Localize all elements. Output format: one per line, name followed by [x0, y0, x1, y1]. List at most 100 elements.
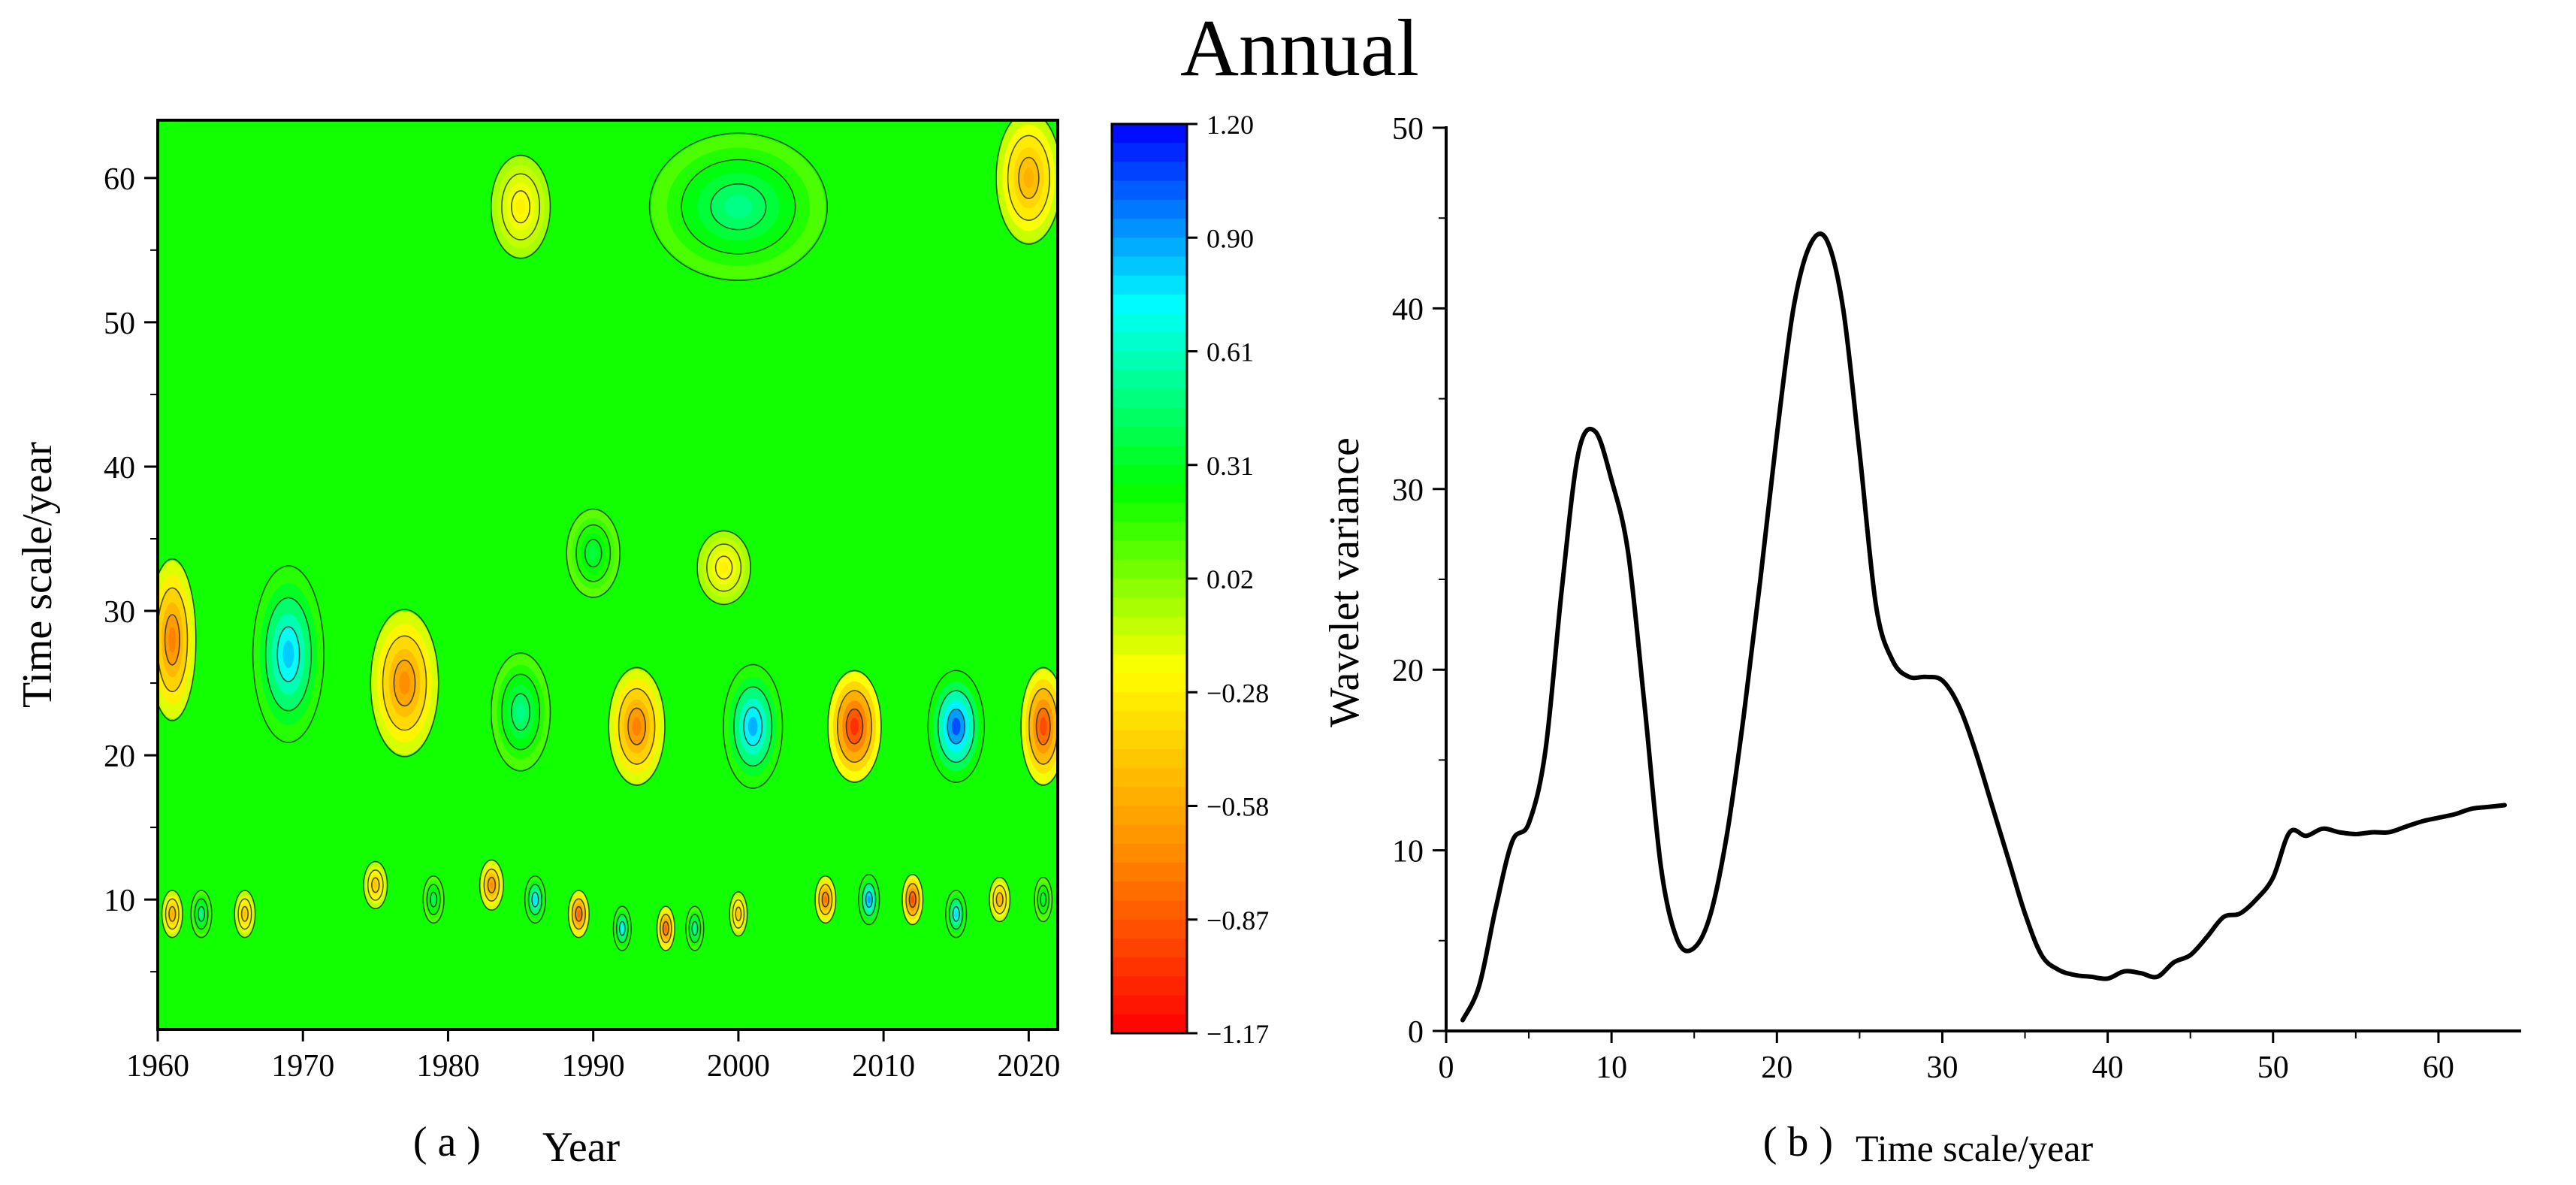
variance-y-ticks: 0 10 20 30 40 50	[1392, 112, 1446, 1050]
contour-line-4-2	[627, 707, 647, 745]
colorbar-band-22	[1112, 540, 1187, 561]
contour-line-23-1	[659, 913, 672, 944]
colorbar-tick-label-1: 0.90	[1206, 223, 1254, 253]
colorbar-band-36	[1112, 806, 1187, 826]
contour-line-20-1	[527, 884, 543, 916]
colorbar-band-33	[1112, 748, 1187, 769]
colorbar-band-37	[1112, 824, 1187, 845]
contour-line-26-0	[814, 875, 837, 924]
variance-x-tick-label-0: 0	[1439, 1050, 1454, 1085]
colorbar-band-6	[1112, 237, 1187, 258]
contour-line-5-0	[722, 664, 784, 789]
contour-line-8-0	[1020, 667, 1058, 786]
colorbar-band-9	[1112, 294, 1187, 314]
colorbar-tick-label-3: 0.31	[1206, 451, 1254, 481]
colorbar-band-24	[1112, 579, 1187, 598]
heatmap-cell-14-5	[171, 910, 174, 918]
heatmap-contour-lines	[158, 120, 1058, 951]
contour-line-16-2	[240, 905, 249, 922]
contour-line-29-2	[952, 905, 960, 922]
colorbar-band-8	[1112, 275, 1187, 295]
panel-b-line: 0 10 20 30 40 50 60 0 10 20 30 40 50 Wavelet varian…	[1321, 112, 2521, 1169]
colorbar-band-4	[1112, 199, 1187, 219]
heatmap-cell-28-5	[911, 895, 915, 904]
contour-line-2-1	[382, 635, 427, 731]
contour-line-16-1	[237, 898, 252, 930]
contour-line-15-1	[194, 898, 209, 930]
contour-line-3-2	[511, 693, 531, 731]
heatmap-cell-5-5	[748, 716, 758, 736]
heatmap-x-tick-label-2: 1980	[416, 1049, 479, 1084]
contour-line-1-0	[252, 565, 325, 743]
contour-line-18-1	[426, 884, 441, 916]
contour-line-24-0	[685, 905, 705, 951]
contour-line-28-2	[908, 890, 917, 908]
contour-line-11-2	[511, 190, 531, 224]
variance-x-axis-label: Time scale/year	[1856, 1127, 2093, 1169]
contour-line-22-1	[615, 913, 629, 944]
variance-y-tick-label-3: 30	[1392, 473, 1424, 508]
heatmap-cell-29-5	[954, 910, 958, 918]
heatmap-cell-18-5	[431, 896, 436, 903]
contour-line-26-1	[818, 884, 833, 916]
contour-line-29-1	[949, 898, 964, 930]
contour-line-4-1	[618, 688, 656, 765]
heatmap-y-tick-label-3: 40	[104, 451, 135, 485]
heatmap-cell-13-5	[589, 546, 598, 561]
heatmap-cell-3-5	[515, 703, 526, 721]
contour-line-13-1	[575, 524, 612, 582]
contour-line-14-1	[165, 898, 180, 930]
heatmap-y-tick-label-4: 50	[104, 307, 135, 341]
heatmap-cell-31-5	[1041, 896, 1045, 903]
variance-x-tick-label-5: 50	[2257, 1050, 2289, 1085]
contour-line-28-0	[901, 873, 924, 926]
colorbar-tick-label-6: −0.58	[1206, 792, 1269, 822]
contour-line-1-1	[264, 597, 313, 712]
contour-line-11-0	[490, 154, 551, 259]
contour-line-0-1	[158, 587, 189, 693]
variance-y-tick-label-4: 40	[1392, 292, 1424, 327]
contour-line-30-2	[995, 892, 1004, 908]
contour-line-27-2	[865, 890, 873, 908]
contour-line-24-1	[688, 913, 702, 944]
colorbar-band-23	[1112, 559, 1187, 579]
contour-line-4-0	[608, 667, 666, 786]
contour-line-6-0	[827, 670, 882, 783]
colorbar-band-21	[1112, 521, 1187, 542]
colorbar-band-19	[1112, 483, 1187, 503]
heatmap-cell-17-5	[373, 881, 378, 889]
variance-y-tick-label-1: 10	[1392, 835, 1424, 869]
colorbar-band-15	[1112, 408, 1187, 428]
heatmap-x-tick-label-4: 2000	[707, 1049, 770, 1084]
colorbar-band-41	[1112, 900, 1187, 920]
colorbar: 1.20 0.90 0.61 0.31 0.02 −0.28 −0.58 −0.87 −1.17	[1110, 110, 1269, 1049]
heatmap-cell-15-5	[199, 910, 204, 918]
heatmap-x-tick-label-1: 1970	[271, 1049, 334, 1084]
heatmap-cell-2-5	[399, 671, 410, 695]
heatmap-cell-27-5	[867, 895, 871, 904]
contour-line-2-2	[393, 659, 416, 707]
variance-series-line	[1460, 231, 2507, 1023]
colorbar-band-20	[1112, 503, 1187, 522]
contour-line-0-2	[164, 614, 180, 666]
colorbar-bands	[1112, 124, 1187, 1033]
heatmap-x-tick-label-0: 1960	[126, 1049, 189, 1084]
heatmap-y-tick-label-1: 20	[104, 739, 135, 774]
contour-line-20-0	[524, 875, 547, 924]
contour-line-22-0	[612, 905, 632, 951]
variance-y-tick-label-2: 20	[1392, 654, 1424, 688]
heatmap-cell-7-5	[951, 718, 961, 736]
colorbar-band-2	[1112, 162, 1187, 182]
contour-line-9-2	[710, 183, 767, 231]
contour-line-3-0	[490, 652, 551, 772]
colorbar-band-30	[1112, 692, 1187, 712]
panel-a-heatmap: 1960 1970 1980 1990 2000 2010 2020 10 20 30 40 50 6…	[14, 119, 1060, 1171]
heatmap-cell-6-5	[850, 718, 859, 736]
colorbar-band-31	[1112, 711, 1187, 731]
heatmap-cell-12-5	[720, 561, 729, 574]
heatmap-x-tick-label-6: 2020	[997, 1049, 1060, 1084]
heatmap-y-ticks: 10 20 30 40 50 60	[104, 162, 158, 973]
contour-line-16-0	[234, 890, 256, 939]
variance-x-tick-label-3: 30	[1926, 1050, 1958, 1085]
contour-line-19-2	[487, 876, 497, 893]
